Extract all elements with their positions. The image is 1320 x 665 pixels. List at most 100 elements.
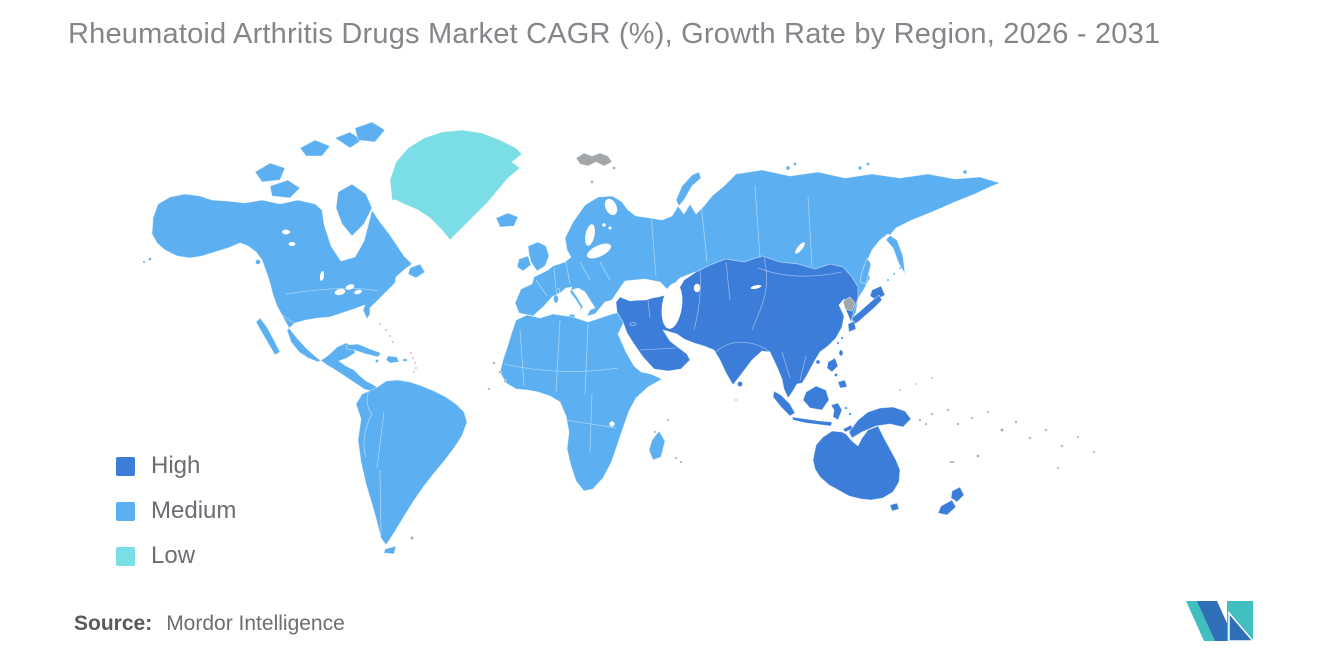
map-region-moluccas[interactable] xyxy=(848,412,852,416)
map-region-jamaica[interactable] xyxy=(374,358,379,363)
map-region-pacific-islands[interactable] xyxy=(918,418,922,422)
map-region-ryukyu-islands[interactable] xyxy=(840,336,844,340)
map-region-aleutians[interactable] xyxy=(148,257,152,261)
map-region-new-siberian-islands[interactable] xyxy=(857,165,863,171)
map-region-svalbard[interactable] xyxy=(575,152,613,167)
map-region-pacific-islands[interactable] xyxy=(1092,450,1096,454)
map-region-pacific-islands[interactable] xyxy=(986,410,990,414)
map-region-hainan[interactable] xyxy=(815,359,821,365)
map-region-corsica[interactable] xyxy=(555,287,561,294)
map-region-bahamas[interactable] xyxy=(378,322,382,326)
map-region-philippines[interactable] xyxy=(837,379,848,389)
map-region-maldives[interactable] xyxy=(734,398,738,402)
map-region-canary-islands[interactable] xyxy=(492,361,496,365)
map-region-kuril-islands[interactable] xyxy=(886,278,890,282)
map-region-pacific-islands[interactable] xyxy=(1060,444,1064,448)
map-region-japan[interactable] xyxy=(851,294,883,326)
map-region-sardinia[interactable] xyxy=(553,294,559,304)
map-region-novaya-zemlya[interactable] xyxy=(675,171,702,207)
map-region-micronesia[interactable] xyxy=(914,382,918,386)
map-region-cape-verde[interactable] xyxy=(503,379,507,383)
map-region-asia-high[interactable] xyxy=(615,255,859,399)
map-region-sakhalin[interactable] xyxy=(859,257,872,285)
map-region-arctic-islands[interactable] xyxy=(254,162,286,183)
map-region-iceland[interactable] xyxy=(495,212,519,228)
map-region-cyprus[interactable] xyxy=(629,322,637,326)
map-region-bahamas[interactable] xyxy=(388,334,392,338)
map-region-wrangel-island[interactable] xyxy=(962,169,968,175)
map-region-seychelles[interactable] xyxy=(666,418,670,422)
map-region-java[interactable] xyxy=(791,416,833,427)
map-region-franz-josef-land[interactable] xyxy=(590,180,594,184)
map-region-philippines[interactable] xyxy=(834,372,839,377)
map-region-kuril-islands[interactable] xyxy=(892,272,896,276)
map-region-pacific-islands[interactable] xyxy=(970,416,974,420)
map-region-japan[interactable] xyxy=(847,320,857,333)
map-region-pacific-islands[interactable] xyxy=(1076,435,1080,439)
map-region-arctic-islands[interactable] xyxy=(354,121,386,143)
map-region-baffin-island[interactable] xyxy=(335,183,373,237)
map-region-philippines[interactable] xyxy=(826,357,839,373)
map-region-taiwan[interactable] xyxy=(838,349,844,357)
map-region-lesser-antilles[interactable] xyxy=(411,356,415,360)
map-region-africa[interactable] xyxy=(499,311,663,492)
map-region-north-korea[interactable] xyxy=(842,296,856,312)
map-region-severnaya-zemlya[interactable] xyxy=(793,161,798,166)
map-region-moluccas[interactable] xyxy=(844,406,848,410)
map-region-severnaya-zemlya[interactable] xyxy=(785,165,791,171)
map-region-united-kingdom[interactable] xyxy=(527,241,550,272)
map-region-greenland[interactable] xyxy=(389,129,523,241)
map-region-pacific-islands[interactable] xyxy=(924,422,928,426)
map-region-europe-russia[interactable] xyxy=(514,169,1001,323)
map-region-arctic-islands[interactable] xyxy=(299,139,331,157)
map-region-pacific-islands[interactable] xyxy=(1000,427,1005,432)
map-region-kuril-islands[interactable] xyxy=(898,266,902,270)
map-region-comoros[interactable] xyxy=(653,430,657,434)
map-region-svalbard[interactable] xyxy=(612,166,616,170)
map-region-new-zealand[interactable] xyxy=(937,499,957,516)
map-region-north-america[interactable] xyxy=(151,193,413,393)
map-region-bahamas[interactable] xyxy=(384,328,388,332)
map-region-pacific-islands[interactable] xyxy=(930,412,934,416)
map-region-pacific-islands[interactable] xyxy=(1044,428,1048,432)
map-region-australia[interactable] xyxy=(812,425,901,501)
map-region-ireland[interactable] xyxy=(516,255,532,272)
map-region-cuba[interactable] xyxy=(345,343,382,358)
map-region-cape-verde[interactable] xyxy=(487,387,491,391)
map-region-sri-lanka[interactable] xyxy=(737,380,744,387)
map-region-canary-islands[interactable] xyxy=(498,370,502,374)
map-region-new-zealand[interactable] xyxy=(950,486,965,503)
map-region-vancouver-island[interactable] xyxy=(255,259,261,265)
map-region-pacific-islands[interactable] xyxy=(956,422,960,426)
map-region-sumatra[interactable] xyxy=(772,390,796,417)
map-region-bahamas[interactable] xyxy=(391,340,395,344)
map-region-south-america[interactable] xyxy=(355,379,468,546)
map-region-new-guinea[interactable] xyxy=(848,406,912,439)
map-region-pacific-islands[interactable] xyxy=(1028,436,1032,440)
map-region-new-siberian-islands[interactable] xyxy=(866,162,870,166)
map-region-pacific-islands[interactable] xyxy=(1056,466,1060,470)
map-region-mauritius[interactable] xyxy=(674,456,678,460)
map-region-tierra-del-fuego[interactable] xyxy=(383,545,397,555)
map-region-madagascar[interactable] xyxy=(648,430,666,461)
map-region-aleutians[interactable] xyxy=(142,260,146,264)
map-region-pacific-islands[interactable] xyxy=(946,408,950,412)
map-region-micronesia[interactable] xyxy=(930,376,934,380)
map-region-puerto-rico[interactable] xyxy=(402,358,408,362)
map-region-reunion[interactable] xyxy=(679,460,683,464)
map-region-pacific-islands[interactable] xyxy=(1014,420,1018,424)
map-region-lesser-antilles[interactable] xyxy=(413,361,417,365)
map-region-borneo[interactable] xyxy=(802,385,830,411)
map-region-arctic-islands[interactable] xyxy=(269,179,301,199)
map-region-tasmania[interactable] xyxy=(889,502,900,512)
map-region-lesser-antilles[interactable] xyxy=(412,370,416,374)
map-region-new-caledonia[interactable] xyxy=(948,460,956,464)
map-region-sulawesi[interactable] xyxy=(830,402,843,421)
map-region-micronesia[interactable] xyxy=(898,388,902,392)
map-region-lesser-antilles[interactable] xyxy=(409,351,413,355)
map-region-lesser-antilles[interactable] xyxy=(414,366,418,370)
map-region-newfoundland[interactable] xyxy=(407,263,426,279)
map-region-falkland-islands[interactable] xyxy=(409,536,414,541)
map-region-baja-california[interactable] xyxy=(255,317,281,356)
map-region-hispaniola[interactable] xyxy=(385,355,400,364)
